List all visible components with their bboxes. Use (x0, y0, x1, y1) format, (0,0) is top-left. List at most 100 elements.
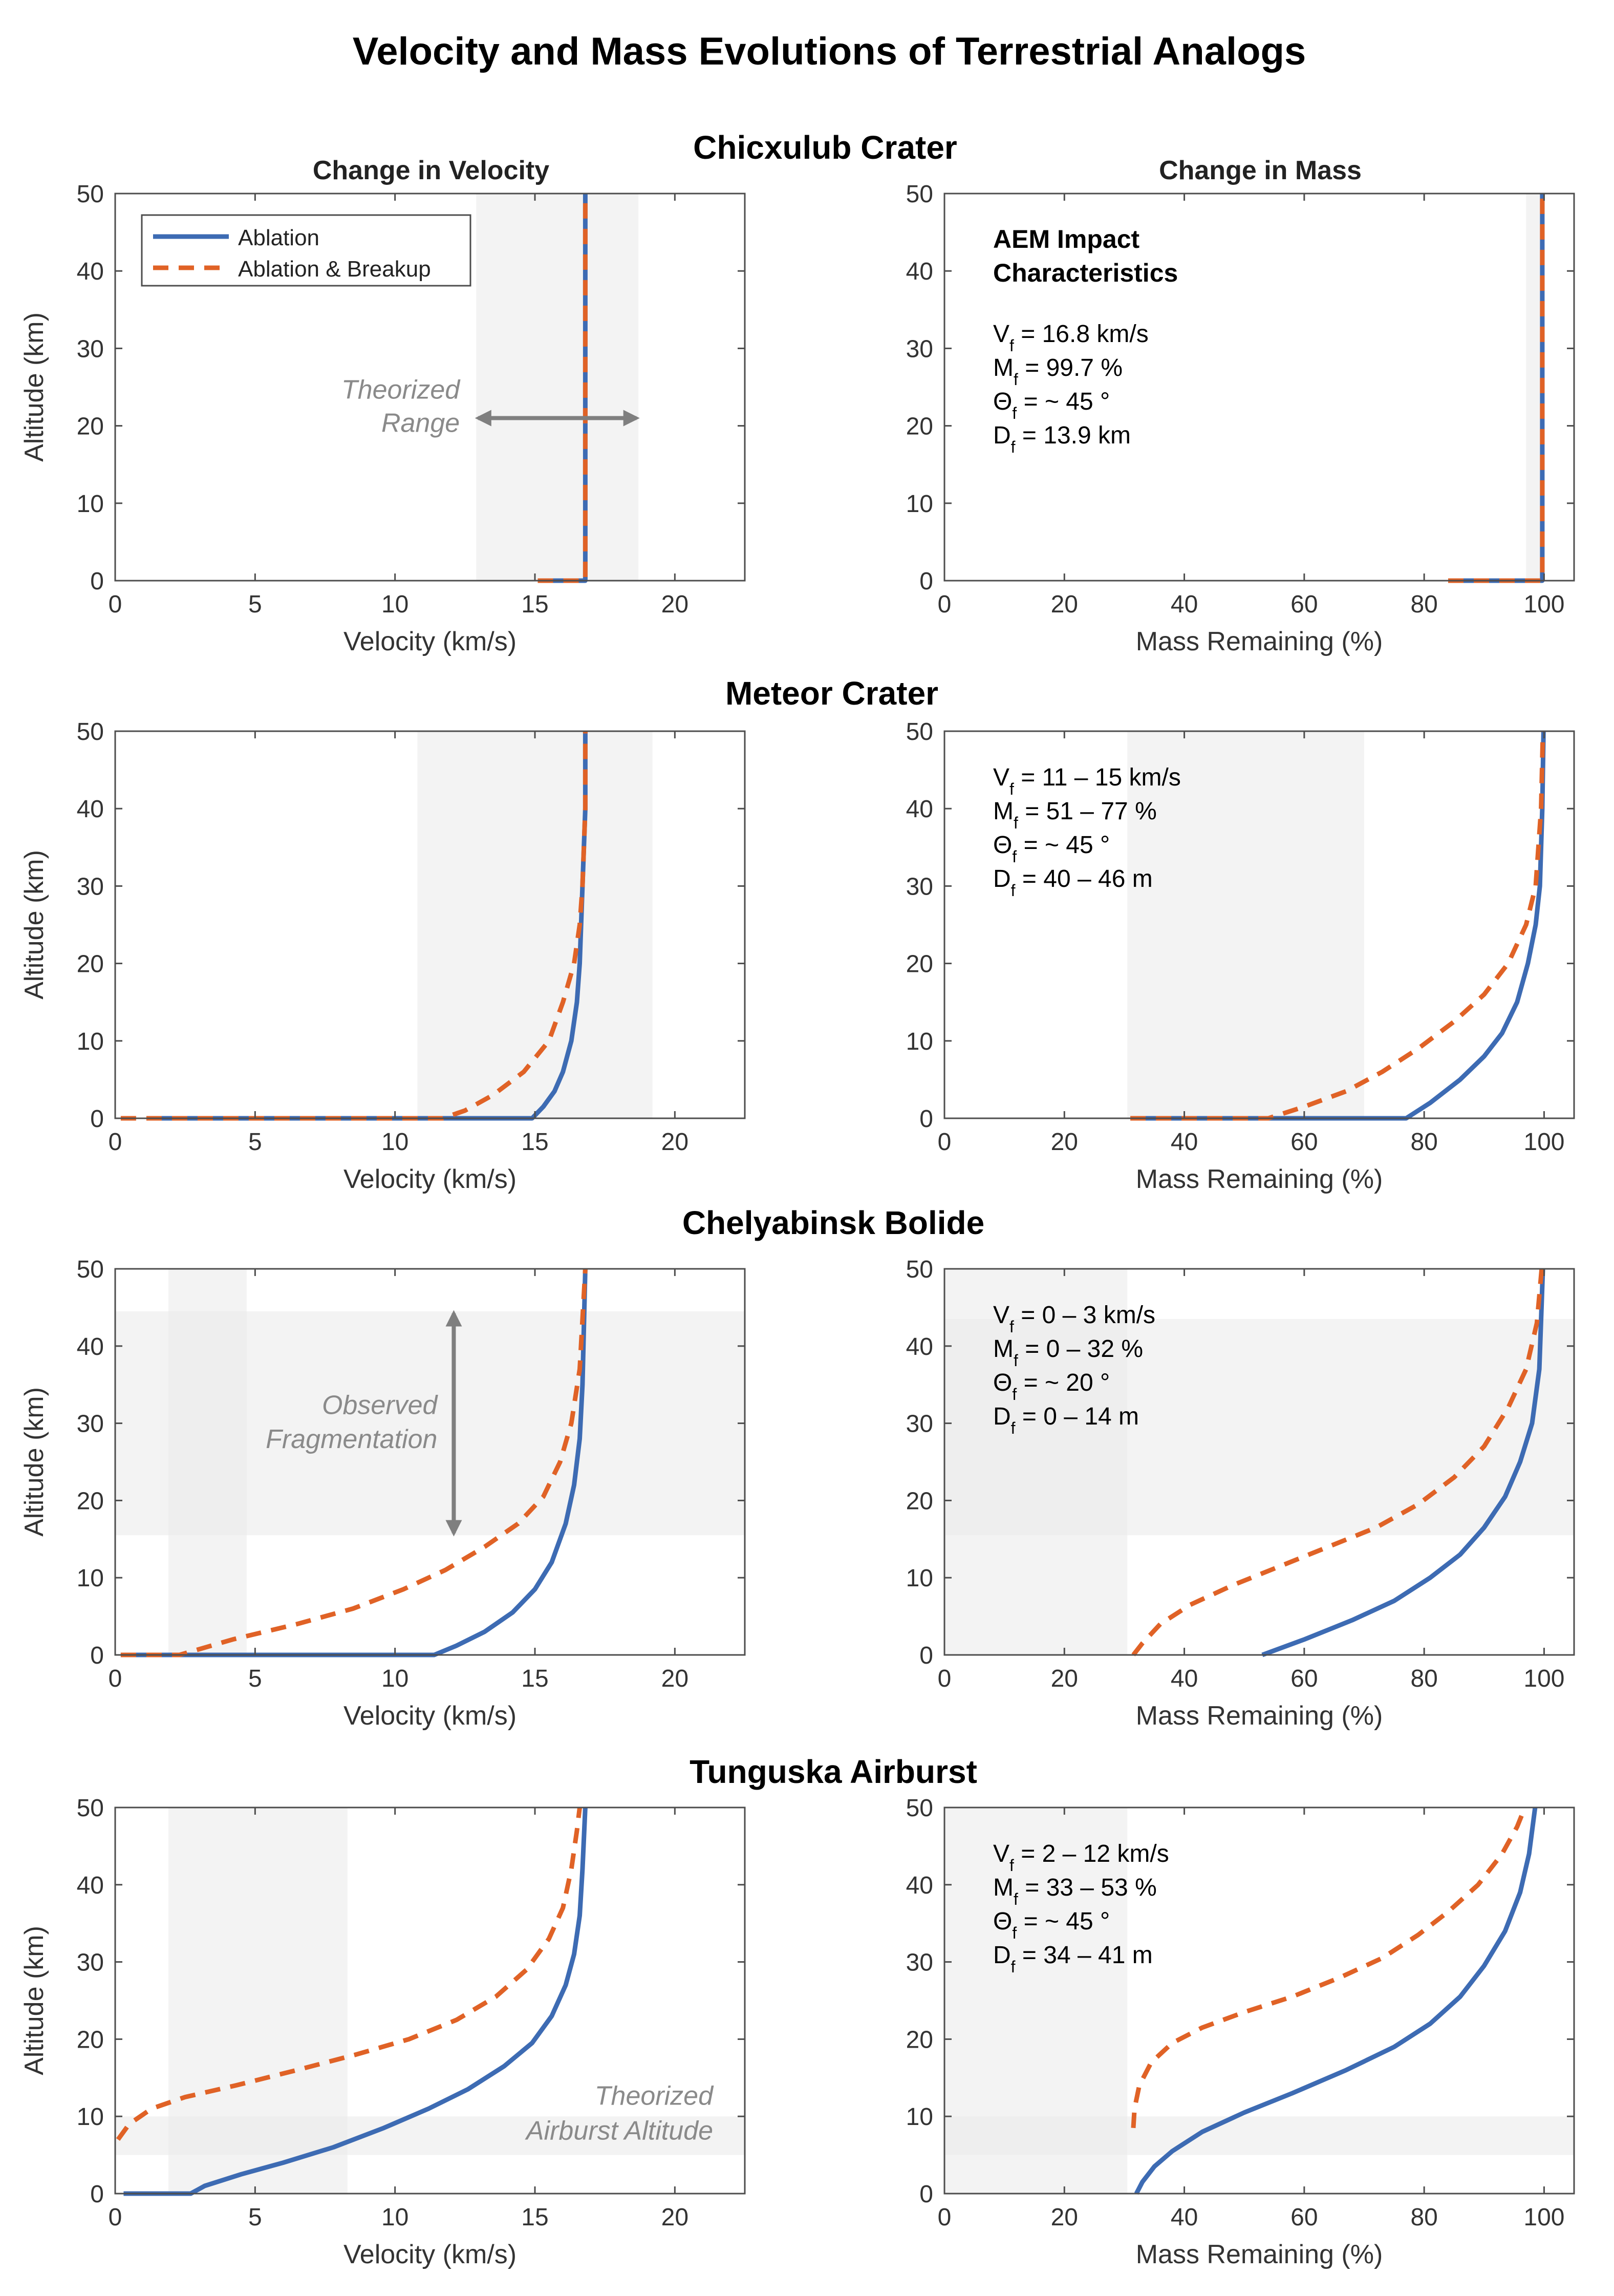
x-axis-label: Velocity (km/s) (343, 1164, 517, 1194)
x-tick-label: 100 (1523, 591, 1564, 618)
y-tick-label: 10 (77, 491, 104, 518)
shaded-range (417, 731, 653, 1118)
y-tick-label: 20 (906, 2026, 933, 2053)
y-tick-label: 40 (77, 1333, 104, 1360)
info-line: Mf = 0 – 32 % (993, 1335, 1143, 1370)
y-tick-label: 20 (77, 951, 104, 978)
y-tick-label: 50 (77, 1795, 104, 1822)
info-line: Df = 40 – 46 m (993, 865, 1153, 900)
y-tick-label: 10 (906, 491, 933, 518)
x-tick-label: 20 (1051, 1665, 1078, 1692)
y-tick-label: 0 (919, 1106, 933, 1133)
y-tick-label: 20 (77, 2026, 104, 2053)
x-tick-label: 0 (109, 1665, 122, 1692)
y-axis-label: Altitude (km) (19, 312, 49, 462)
x-tick-label: 15 (521, 1129, 548, 1156)
y-axis-label: Altitude (km) (19, 1387, 49, 1537)
info-line: Df = 34 – 41 m (993, 1942, 1153, 1976)
y-tick-label: 30 (77, 873, 104, 900)
x-tick-label: 5 (248, 2204, 262, 2231)
series-ablation (1261, 1268, 1545, 1657)
x-tick-label: 0 (938, 1665, 952, 1692)
x-tick-label: 0 (938, 2204, 952, 2231)
info-line: Θf = ~ 45 ° (993, 1908, 1110, 1942)
y-tick-label: 40 (77, 796, 104, 823)
x-tick-label: 20 (1051, 591, 1078, 618)
x-tick-label: 0 (109, 591, 122, 618)
shaded-range (1127, 731, 1364, 1118)
y-tick-label: 20 (77, 1487, 104, 1515)
y-tick-label: 10 (906, 1565, 933, 1592)
y-tick-label: 30 (77, 1411, 104, 1438)
panel-chicxulub-crater-mass: 0 20 40 60 80 100 0 10 20 30 40 50 Mass Remaining (%… (906, 181, 1575, 656)
shaded-range (476, 194, 639, 581)
info-line: Mf = 99.7 % (993, 354, 1123, 389)
x-tick-label: 10 (381, 591, 408, 618)
info-line: Mf = 51 – 77 % (993, 798, 1157, 832)
axes-box (943, 730, 1575, 1119)
column-title-mass: Change in Mass (1159, 156, 1362, 185)
panel-tunguska-airburst-velocity: 0 5 10 15 20 0 10 20 30 40 50 Velocity (km/s) Altitu… (19, 1795, 746, 2269)
y-tick-label: 0 (90, 568, 104, 595)
y-tick-label: 50 (906, 181, 933, 208)
y-tick-label: 30 (77, 335, 104, 363)
y-tick-label: 20 (906, 1487, 933, 1515)
x-tick-label: 20 (1051, 1129, 1078, 1156)
x-tick-label: 10 (381, 1129, 408, 1156)
x-tick-label: 40 (1171, 2204, 1198, 2231)
y-tick-label: 50 (906, 1256, 933, 1283)
panel-tunguska-airburst-mass: 0 20 40 60 80 100 0 10 20 30 40 50 Mass Remaining (%… (906, 1795, 1575, 2269)
x-tick-label: 15 (521, 1665, 548, 1692)
y-tick-label: 40 (906, 1872, 933, 1899)
y-tick-label: 10 (77, 1565, 104, 1592)
series-ablation-breakup (1131, 1806, 1527, 2129)
x-axis-label: Mass Remaining (%) (1136, 1701, 1383, 1731)
x-tick-label: 5 (248, 1665, 262, 1692)
y-tick-label: 10 (906, 2103, 933, 2131)
shaded-range (115, 1311, 745, 1536)
series-ablation (120, 1268, 588, 1657)
axes-box (943, 193, 1575, 582)
y-tick-label: 30 (906, 873, 933, 900)
axes-box (943, 1806, 1575, 2195)
axes-box (114, 1806, 746, 2195)
x-tick-label: 0 (938, 1129, 952, 1156)
x-tick-label: 10 (381, 1665, 408, 1692)
annotation-label: Airburst Altitude (525, 2116, 713, 2145)
x-tick-label: 5 (248, 1129, 262, 1156)
series-ablation-breakup (120, 1268, 588, 1657)
x-tick-label: 20 (661, 2204, 688, 2231)
x-tick-label: 20 (1051, 2204, 1078, 2231)
annotation-label: Range (381, 409, 460, 438)
annotation-label: Theorized (595, 2081, 714, 2111)
y-tick-label: 0 (919, 2181, 933, 2208)
x-axis-label: Mass Remaining (%) (1136, 1164, 1383, 1194)
section-title-chicxulub: Chicxulub Crater (693, 129, 957, 166)
x-tick-label: 20 (661, 591, 688, 618)
y-tick-label: 40 (77, 258, 104, 285)
info-title: Characteristics (993, 259, 1178, 287)
x-tick-label: 0 (938, 591, 952, 618)
y-tick-label: 20 (77, 413, 104, 440)
series-ablation (1134, 1807, 1538, 2195)
x-tick-label: 100 (1523, 1665, 1564, 1692)
x-tick-label: 100 (1523, 2204, 1564, 2231)
legend: Ablation Ablation & Breakup (141, 214, 471, 287)
y-tick-label: 50 (77, 181, 104, 208)
info-line: Df = 0 – 14 m (993, 1403, 1139, 1437)
info-line: Mf = 33 – 53 % (993, 1874, 1157, 1908)
figure-title: Velocity and Mass Evolutions of Terrestr… (353, 30, 1306, 73)
series-ablation (1142, 731, 1546, 1121)
annotation-label: Theorized (341, 375, 461, 405)
info-line: Vf = 16.8 km/s (993, 321, 1149, 355)
x-tick-label: 10 (381, 2204, 408, 2231)
info-line: Vf = 0 – 3 km/s (993, 1302, 1155, 1336)
axes-box (114, 193, 746, 582)
section-title-chelyabinsk: Chelyabinsk Bolide (682, 1204, 984, 1241)
panel-meteor-crater-mass: 0 20 40 60 80 100 0 10 20 30 40 50 Mass Remaining (%… (906, 718, 1575, 1194)
annotation-label: Observed (322, 1391, 439, 1420)
shaded-range (944, 1319, 1574, 1536)
y-tick-label: 0 (90, 1642, 104, 1669)
legend-box (141, 214, 471, 287)
x-tick-label: 40 (1171, 1665, 1198, 1692)
